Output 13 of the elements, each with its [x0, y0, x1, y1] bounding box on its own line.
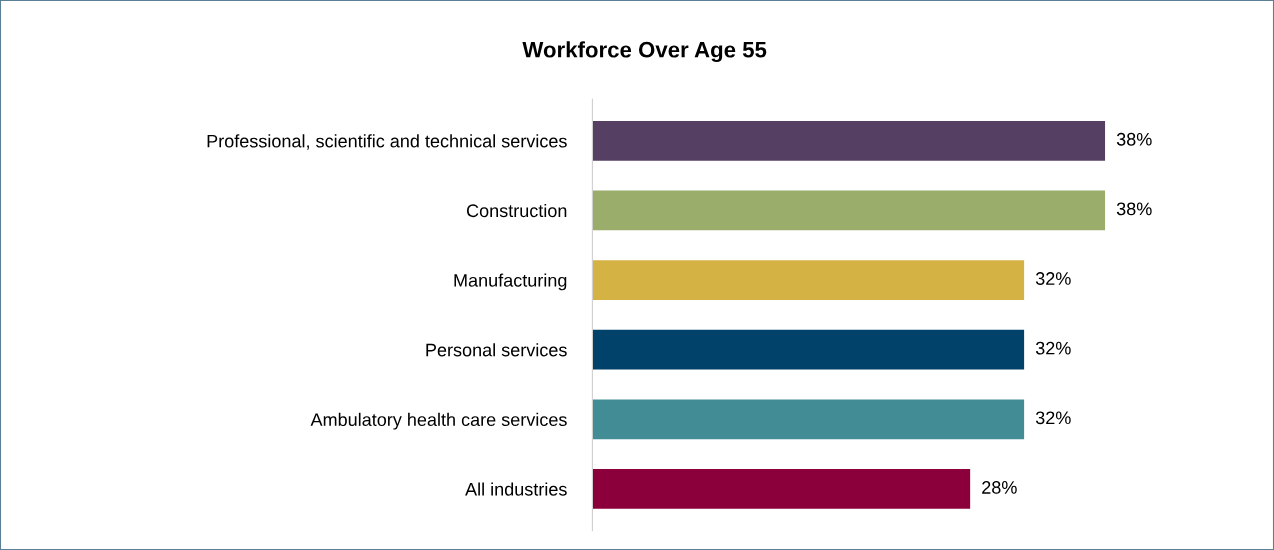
data-label: 38% [1116, 202, 1152, 216]
y-tick-label: All industries [465, 482, 567, 496]
y-tick-label: Construction [466, 203, 567, 218]
data-label: 32% [1035, 341, 1071, 355]
y-tick-label: Manufacturing [454, 273, 567, 291]
data-label: 28% [982, 481, 1017, 494]
y-tick-label: Personal services [426, 343, 567, 357]
chart-title: Workforce Over Age 55 [522, 41, 767, 63]
y-tick-label: Ambulatory health care services [310, 412, 567, 430]
data-label: 32% [1035, 411, 1071, 425]
data-label: 32% [1035, 272, 1071, 285]
y-tick-label: Professional, scientific and technical services [207, 134, 567, 150]
data-label: 38% [1116, 132, 1152, 146]
